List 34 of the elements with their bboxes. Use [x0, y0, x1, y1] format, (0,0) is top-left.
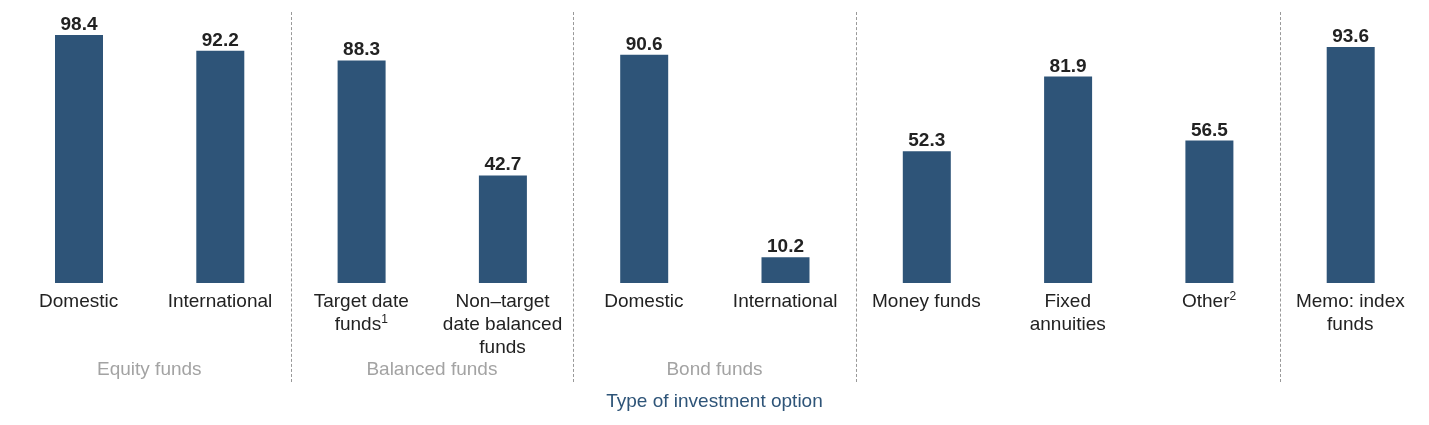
- bar: [1044, 76, 1093, 283]
- text: Equity funds: [96, 358, 203, 380]
- bar: [478, 175, 527, 283]
- data-label: 81.9: [1049, 54, 1087, 76]
- text: Balanced funds: [365, 358, 499, 380]
- x-tick-label: Fixed annuities: [1029, 290, 1106, 334]
- x-tick-label: Memo: index funds: [1295, 290, 1406, 334]
- x-tick-label: International: [167, 290, 273, 311]
- x-tick-label: International: [732, 290, 838, 311]
- data-label: 92.2: [201, 28, 239, 50]
- data-label: 93.6: [1332, 25, 1370, 47]
- bar: [55, 35, 103, 283]
- x-tick-label: Money funds: [872, 290, 981, 311]
- text: Bond funds: [665, 358, 764, 380]
- x-tick-label: Domestic: [39, 290, 119, 311]
- x-tick-label: Target date funds$^{1}$: [313, 290, 409, 334]
- data-label: 56.5: [1190, 118, 1229, 140]
- bar: [337, 60, 386, 283]
- data-label: 52.3: [908, 129, 946, 151]
- bar: [196, 50, 245, 283]
- x-tick-label: Non–target date balanced funds: [442, 290, 563, 357]
- bar: [1326, 47, 1375, 283]
- data-label: 88.3: [343, 38, 381, 60]
- data-label: 10.2: [767, 235, 804, 257]
- bar: [620, 54, 669, 283]
- data-label: 98.4: [60, 13, 98, 34]
- bar: [1185, 140, 1234, 283]
- bar: [761, 257, 810, 283]
- x-axis-title: Type of investment option: [605, 390, 824, 412]
- bar: [902, 151, 951, 283]
- data-label: 42.7: [484, 153, 522, 175]
- x-tick-label: Other$^{2}$: [1181, 289, 1237, 311]
- data-label: 90.6: [625, 32, 663, 54]
- x-tick-label: Domestic: [604, 290, 684, 311]
